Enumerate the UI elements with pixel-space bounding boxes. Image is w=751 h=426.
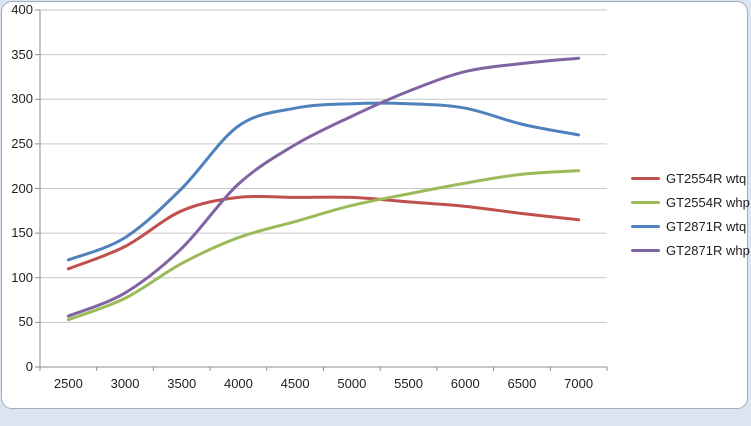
y-axis-tick-label: 50	[18, 314, 33, 330]
y-axis-tick-label: 0	[25, 359, 33, 374]
y-axis-tick-label: 400	[11, 2, 33, 17]
legend-item: GT2871R whp	[631, 238, 750, 262]
x-axis-tick-label: 2500	[53, 376, 83, 391]
legend-item: GT2554R whp	[631, 190, 750, 214]
y-axis-tick-label: 250	[11, 135, 33, 151]
x-axis-tick-label: 6500	[507, 376, 537, 391]
legend-item: GT2871R wtq	[631, 214, 750, 238]
legend-line-swatch	[631, 248, 660, 252]
x-axis-tick-label: 6000	[450, 376, 480, 391]
x-axis-tick-label: 7000	[564, 376, 594, 391]
legend-label: GT2554R whp	[666, 194, 750, 210]
y-axis-tick-label: 150	[11, 225, 33, 241]
y-axis-tick-label: 350	[11, 46, 33, 62]
legend-item: GT2554R wtq	[631, 166, 750, 190]
x-axis-tick-label: 4500	[280, 376, 310, 391]
y-axis-tick-label: 200	[11, 180, 33, 196]
legend-line-swatch	[631, 224, 660, 228]
y-axis-tick-label: 100	[11, 269, 33, 285]
legend-label: GT2871R whp	[666, 242, 750, 258]
x-axis-tick-label: 5000	[337, 376, 367, 391]
x-axis-tick-label: 3500	[167, 376, 197, 391]
x-axis-tick-label: 3000	[110, 376, 140, 391]
legend-line-swatch	[631, 176, 660, 180]
legend-line-swatch	[631, 200, 660, 204]
y-axis-tick-label: 300	[11, 91, 33, 107]
legend-label: GT2871R wtq	[666, 218, 747, 234]
legend-label: GT2554R wtq	[666, 170, 747, 186]
x-axis-tick-label: 5500	[394, 376, 424, 391]
x-axis-tick-label: 4000	[223, 376, 253, 391]
legend: GT2554R wtq GT2554R whp GT2871R wtq GT2871R…	[631, 166, 750, 262]
